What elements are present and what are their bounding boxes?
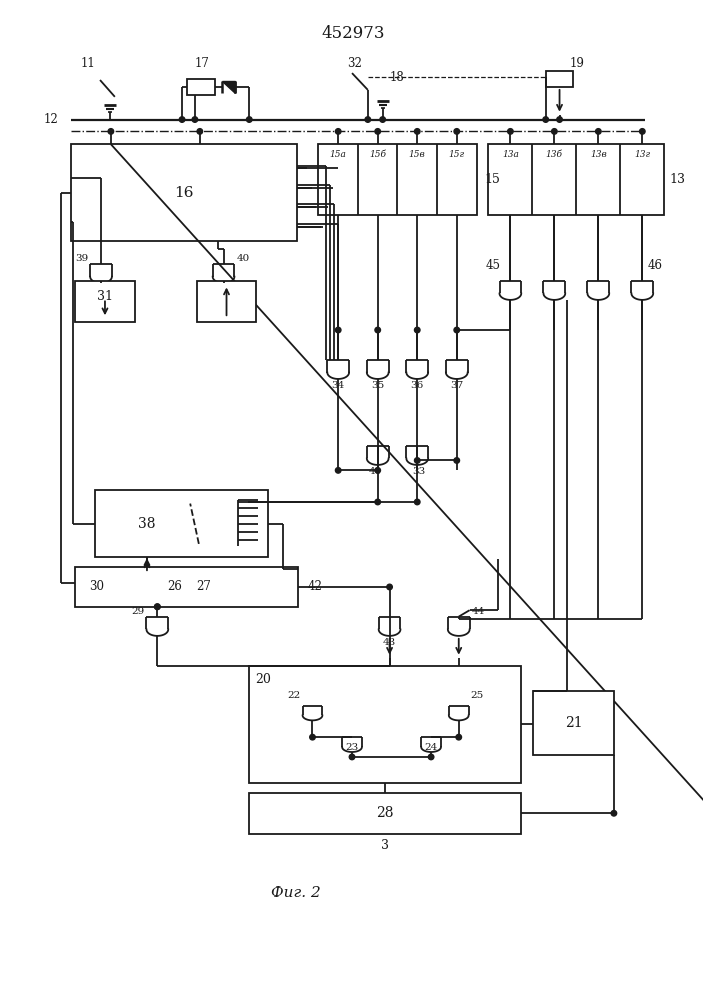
Bar (250, 666, 521, 783)
Text: 33: 33 (413, 467, 426, 476)
Text: 36: 36 (411, 381, 424, 390)
Bar (71, 144, 297, 241)
Circle shape (454, 458, 460, 463)
Circle shape (551, 129, 557, 134)
Text: 15б: 15б (369, 150, 386, 159)
Circle shape (543, 117, 549, 122)
Text: 30: 30 (90, 580, 105, 593)
Text: 39: 39 (75, 254, 88, 263)
Text: 21: 21 (565, 716, 582, 730)
Text: 25: 25 (471, 691, 484, 700)
Circle shape (375, 499, 380, 505)
Text: 34: 34 (332, 381, 345, 390)
Bar (533, 691, 614, 755)
Bar (546, 71, 573, 87)
Circle shape (375, 129, 380, 134)
Text: Фиг. 2: Фиг. 2 (271, 886, 320, 900)
Text: 15a: 15a (329, 150, 346, 159)
Text: 23: 23 (346, 743, 358, 752)
Bar (197, 281, 256, 322)
Circle shape (380, 117, 385, 122)
Text: 15г: 15г (449, 150, 464, 159)
Bar (250, 793, 521, 834)
Text: 44: 44 (472, 607, 485, 616)
Polygon shape (221, 81, 235, 93)
Text: 32: 32 (348, 57, 363, 70)
Text: 13б: 13б (546, 150, 563, 159)
Circle shape (387, 584, 392, 590)
Circle shape (197, 129, 203, 134)
Circle shape (155, 604, 160, 609)
Text: 13a: 13a (502, 150, 519, 159)
Circle shape (335, 129, 341, 134)
Circle shape (180, 117, 185, 122)
Bar (95, 490, 268, 557)
Circle shape (611, 810, 617, 816)
Circle shape (192, 117, 198, 122)
Circle shape (557, 117, 562, 122)
Circle shape (454, 327, 460, 333)
Bar (489, 144, 665, 215)
Text: 17: 17 (194, 57, 209, 70)
Bar (76, 567, 298, 607)
Circle shape (414, 327, 420, 333)
Circle shape (414, 129, 420, 134)
Circle shape (375, 327, 380, 333)
Text: 27: 27 (197, 580, 211, 593)
Circle shape (108, 129, 114, 134)
Text: 18: 18 (390, 71, 405, 84)
Text: 26: 26 (167, 580, 182, 593)
Circle shape (335, 468, 341, 473)
Bar (187, 79, 215, 95)
Bar (318, 144, 477, 215)
Text: 3: 3 (381, 839, 389, 852)
Circle shape (640, 129, 645, 134)
Circle shape (414, 458, 420, 463)
Text: 43: 43 (383, 638, 396, 647)
Text: 40: 40 (236, 254, 250, 263)
Text: 13: 13 (670, 173, 685, 186)
Text: 15в: 15в (409, 150, 426, 159)
Circle shape (595, 129, 601, 134)
Text: 29: 29 (132, 607, 144, 616)
Text: 45: 45 (486, 259, 501, 272)
Circle shape (428, 754, 434, 760)
Text: 37: 37 (450, 381, 463, 390)
Text: 28: 28 (376, 806, 394, 820)
Text: 46: 46 (647, 259, 662, 272)
Bar (76, 281, 134, 322)
Text: 35: 35 (371, 381, 385, 390)
Text: 20: 20 (255, 673, 271, 686)
Circle shape (310, 734, 315, 740)
Circle shape (365, 117, 370, 122)
Text: 13в: 13в (590, 150, 607, 159)
Text: 19: 19 (569, 57, 584, 70)
Text: 15: 15 (484, 173, 501, 186)
Circle shape (375, 468, 380, 473)
Circle shape (247, 117, 252, 122)
Text: 41: 41 (369, 467, 382, 476)
Text: 22: 22 (287, 691, 300, 700)
Circle shape (349, 754, 355, 760)
Text: 31: 31 (97, 290, 113, 303)
Circle shape (414, 499, 420, 505)
Text: 16: 16 (174, 186, 194, 200)
Text: 38: 38 (138, 517, 156, 531)
Circle shape (155, 604, 160, 609)
Circle shape (454, 129, 460, 134)
Text: 13г: 13г (634, 150, 650, 159)
Text: 12: 12 (44, 113, 59, 126)
Circle shape (456, 734, 462, 740)
Text: 452973: 452973 (321, 25, 385, 42)
Text: 24: 24 (424, 743, 438, 752)
Text: 11: 11 (81, 57, 95, 70)
Circle shape (335, 327, 341, 333)
Circle shape (508, 129, 513, 134)
Text: 42: 42 (308, 580, 322, 593)
